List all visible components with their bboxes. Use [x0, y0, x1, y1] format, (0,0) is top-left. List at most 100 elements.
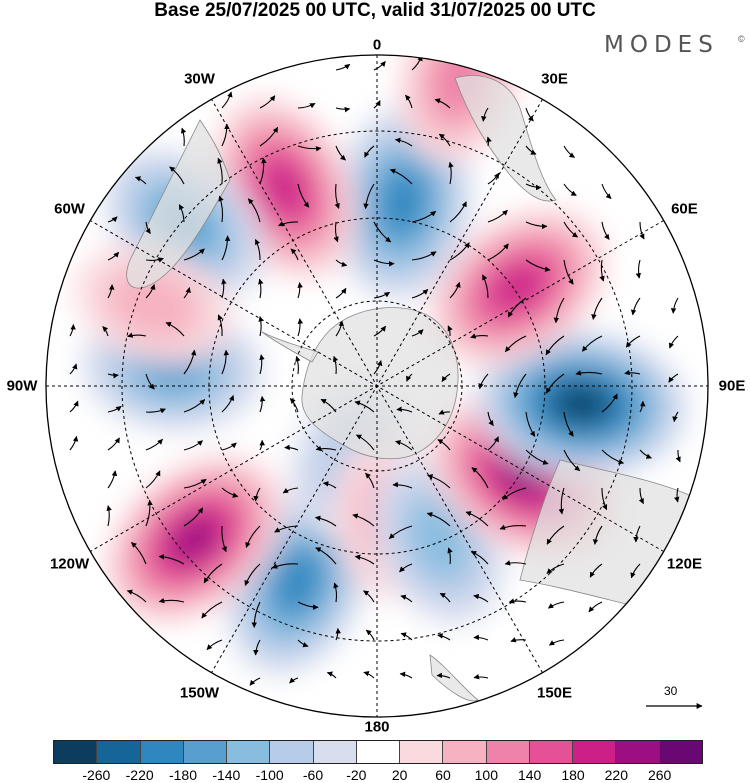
wind-vector — [624, 369, 641, 376]
anomaly-contour-high-south-australia-180 — [492, 264, 544, 310]
wind-vector — [513, 373, 527, 399]
wind-vector — [315, 547, 337, 565]
colorbar-label: 180 — [561, 767, 585, 783]
colorbar-swatch — [54, 741, 98, 763]
wind-vector — [251, 601, 261, 628]
longitude-label-90w: 90W — [6, 377, 38, 395]
polar-map — [45, 54, 709, 718]
wind-vector — [546, 563, 565, 574]
wind-vector — [145, 408, 166, 414]
wind-vector — [258, 316, 264, 337]
wind-vector — [592, 525, 603, 545]
anomaly-high-south-pacific-west — [74, 245, 232, 364]
wind-vector — [545, 335, 565, 356]
wind-vector — [639, 221, 645, 240]
wind-vector — [363, 183, 375, 210]
colorbar-swatch — [486, 741, 530, 763]
map-title: Base 25/07/2025 00 UTC, valid 31/07/2025… — [154, 0, 596, 21]
wind-vector — [504, 335, 527, 353]
wind-vector — [601, 449, 625, 465]
wind-vector — [668, 335, 679, 349]
wind-vector — [206, 639, 223, 651]
wind-vector — [668, 373, 679, 383]
colorbar-swatch — [356, 741, 401, 763]
wind-vector — [525, 221, 548, 230]
wind-vector — [389, 168, 413, 185]
wind-vector — [625, 335, 641, 348]
wind-vector — [158, 597, 185, 604]
wind-vector — [639, 400, 646, 413]
wind-vector — [437, 439, 451, 451]
wind-vector — [221, 235, 231, 261]
wind-vector — [259, 439, 265, 451]
wind-vector — [169, 166, 185, 185]
wind-vector — [427, 474, 451, 489]
wind-vector — [363, 670, 375, 679]
wind-vector — [630, 297, 641, 316]
wind-vector — [107, 405, 122, 413]
wind-vector — [591, 297, 603, 320]
wind-vector — [218, 195, 224, 223]
new-zealand-landmass — [429, 654, 479, 702]
wind-vector — [289, 677, 299, 684]
wind-vector — [183, 440, 203, 451]
wind-vector — [487, 172, 500, 185]
colorbar-label: 20 — [391, 767, 408, 783]
wind-vector — [221, 394, 235, 413]
wind-vector — [481, 107, 489, 122]
colorbar-label: -260 — [82, 767, 111, 783]
wind-vector — [525, 449, 549, 465]
wind-vector — [183, 399, 206, 413]
wind-vector — [373, 100, 381, 109]
wind-vector — [158, 554, 185, 565]
wind-vector — [447, 325, 453, 337]
colorbar-swatch — [183, 741, 228, 763]
wind-vector — [563, 145, 575, 158]
wind-vector — [601, 393, 618, 413]
wind-vector — [486, 136, 492, 147]
wind-vector — [183, 287, 191, 299]
wind-vector — [563, 183, 577, 196]
wind-vector — [508, 598, 527, 604]
south-america-landmass — [126, 119, 231, 289]
wind-vector — [107, 216, 118, 223]
wind-vector — [335, 320, 345, 337]
wind-vector — [392, 481, 413, 489]
colorbar-swatch — [616, 741, 660, 763]
longitude-label-120w: 120W — [49, 555, 90, 572]
anomaly-contour-low-new-zealand-180 — [383, 174, 423, 231]
wind-vector — [145, 438, 163, 451]
wind-vector — [249, 677, 261, 686]
wind-vector — [449, 201, 467, 223]
wind-vector — [245, 525, 261, 549]
wind-vector — [563, 449, 581, 472]
wind-vector — [326, 671, 337, 679]
wind-vector — [315, 445, 337, 452]
longitude-label-60e: 60E — [671, 200, 698, 217]
wind-vector — [217, 157, 223, 185]
wind-vector — [426, 512, 451, 527]
wind-vector — [406, 373, 413, 382]
anomaly-high-southwest-atlantic — [104, 455, 284, 624]
colorbar-label: 140 — [517, 767, 542, 783]
wind-vector — [183, 349, 197, 375]
latitude-circle-45s — [121, 130, 633, 642]
wind-vector — [295, 355, 301, 375]
wind-vector — [107, 437, 120, 451]
colorbar-swatch — [270, 741, 314, 763]
wind-vector — [394, 137, 413, 147]
wind-vector — [259, 395, 266, 413]
wind-vector — [221, 442, 237, 451]
land-layer — [126, 75, 701, 702]
wind-vector — [165, 322, 185, 337]
wind-vector — [470, 551, 489, 565]
colorbar-label: -180 — [168, 767, 198, 783]
wind-vector — [335, 259, 348, 267]
wind-vector — [221, 91, 233, 109]
wind-vector — [438, 133, 451, 147]
antarctica-landmass — [301, 307, 459, 460]
colorbar — [53, 740, 703, 764]
wind-vector — [253, 487, 261, 502]
wind-vector — [635, 259, 642, 279]
wind-vector — [297, 601, 319, 610]
